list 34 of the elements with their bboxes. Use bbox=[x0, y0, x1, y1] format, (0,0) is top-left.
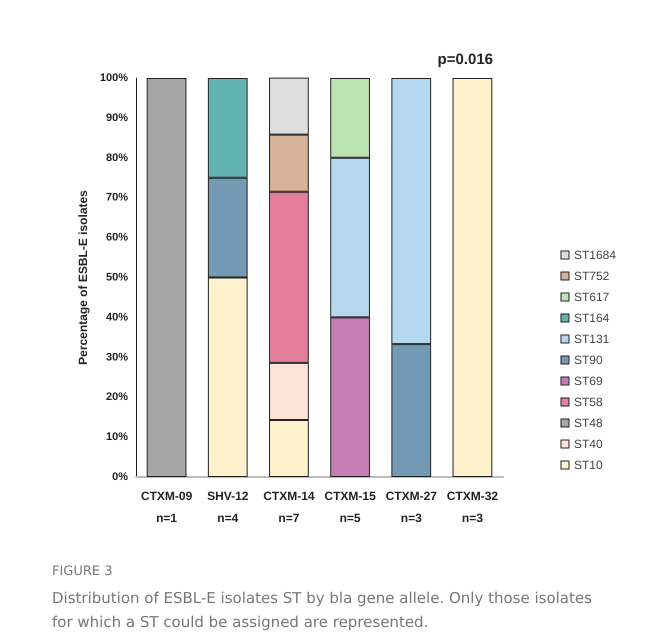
legend-label: ST40 bbox=[574, 437, 603, 451]
text: p=0.016 bbox=[438, 51, 494, 68]
bar bbox=[452, 78, 492, 477]
x-tick-label: CTXM-14 n=7 bbox=[263, 489, 315, 525]
legend-label: ST164 bbox=[574, 311, 610, 325]
legend-label: ST69 bbox=[574, 374, 603, 388]
x-tick-label: CTXM-32 n=3 bbox=[446, 489, 498, 525]
y-tick-label: 80% bbox=[106, 152, 128, 164]
legend-label: ST90 bbox=[574, 353, 603, 367]
y-axis-title: Percentage of ESBL-E isolates bbox=[76, 190, 90, 365]
x-tick-label: CTXM-27 n=3 bbox=[386, 489, 438, 525]
y-tick-label: 10% bbox=[106, 431, 128, 444]
legend-label: ST10 bbox=[574, 458, 603, 472]
y-tick-label: 100% bbox=[100, 72, 128, 84]
legend-label: ST48 bbox=[574, 416, 603, 430]
bar bbox=[146, 78, 186, 477]
y-tick-label: 90% bbox=[106, 112, 128, 124]
text: Distribution of ESBL-E isolates ST by bla gene allele. Only those isolates for which a ST could be assigned are represented. bbox=[52, 589, 597, 631]
caption: FIGURE 3 bbox=[52, 564, 113, 579]
legend-label: ST617 bbox=[574, 290, 610, 304]
y-tick-label: 0% bbox=[112, 471, 128, 483]
x-tick-label: CTXM-09 n=1 bbox=[140, 489, 193, 525]
legend-label: ST58 bbox=[574, 395, 603, 409]
y-tick-label: 40% bbox=[106, 311, 128, 324]
y-tick-label: 50% bbox=[106, 272, 128, 284]
x-tick-label: SHV-12 n=4 bbox=[207, 489, 249, 525]
legend-label: ST752 bbox=[574, 269, 610, 283]
y-tick-label: 30% bbox=[106, 351, 128, 364]
legend-label: ST131 bbox=[574, 332, 610, 346]
y-tick-label: 20% bbox=[106, 391, 128, 404]
legend-label: ST1684 bbox=[574, 248, 616, 262]
y-tick-label: 70% bbox=[106, 192, 128, 204]
x-tick-label: CTXM-15 n=5 bbox=[324, 489, 376, 525]
y-tick-label: 60% bbox=[106, 232, 128, 244]
